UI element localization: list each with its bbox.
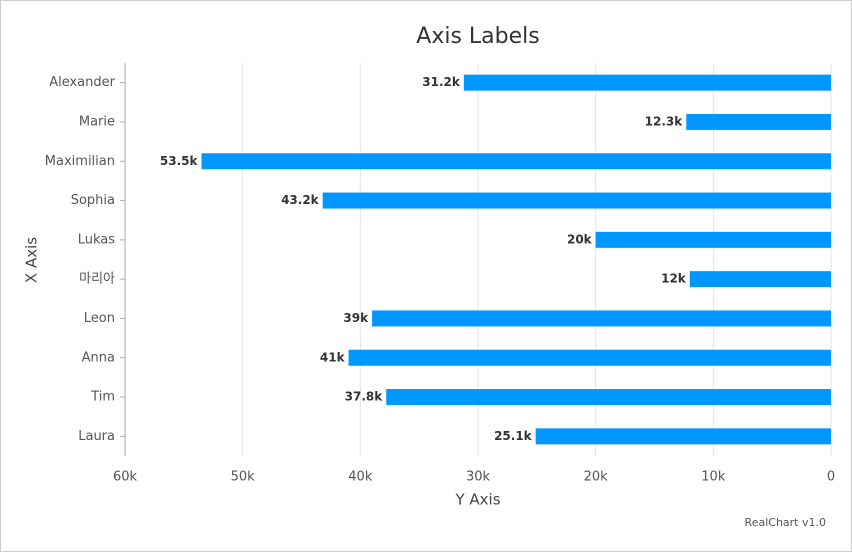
x-tick-label: 20k xyxy=(584,470,609,485)
bar xyxy=(201,153,831,170)
y-axis-title: X Axis xyxy=(23,237,41,283)
y-tick-label: Anna xyxy=(82,350,115,365)
bar xyxy=(322,192,831,209)
bar xyxy=(463,74,831,91)
x-tick-label: 50k xyxy=(231,470,256,485)
bar xyxy=(348,349,831,366)
credits: RealChart v1.0 xyxy=(745,516,826,529)
bar xyxy=(372,310,831,327)
value-label: 12.3k xyxy=(645,114,684,128)
y-tick-label: 마리아 xyxy=(79,272,115,287)
x-tick-label: 30k xyxy=(466,470,491,485)
y-tick-label: Maximilian xyxy=(45,154,115,169)
value-label: 31.2k xyxy=(422,75,461,89)
y-tick-label: Leon xyxy=(84,311,115,326)
value-label: 53.5k xyxy=(160,154,199,168)
value-label: 37.8k xyxy=(345,390,384,404)
bar xyxy=(386,389,831,406)
y-tick-label: Sophia xyxy=(71,193,115,208)
y-tick-label: Alexander xyxy=(49,75,115,90)
bar xyxy=(689,271,831,288)
y-tick-label: Marie xyxy=(79,114,115,129)
y-tick-label: Laura xyxy=(78,429,115,444)
bar xyxy=(686,113,831,130)
x-tick-label: 40k xyxy=(348,470,373,485)
bar xyxy=(535,428,831,445)
value-label: 39k xyxy=(343,311,369,325)
value-label: 41k xyxy=(320,350,346,364)
value-label: 43.2k xyxy=(281,193,320,207)
bar xyxy=(595,231,831,248)
value-label: 25.1k xyxy=(494,429,533,443)
value-label: 20k xyxy=(567,232,593,246)
x-tick-label: 0 xyxy=(827,470,835,485)
x-tick-label: 60k xyxy=(113,470,138,485)
x-axis-title: Y Axis xyxy=(454,491,500,509)
x-tick-label: 10k xyxy=(701,470,726,485)
y-tick-label: Lukas xyxy=(78,232,116,247)
chart-title: Axis Labels xyxy=(416,24,539,49)
y-tick-label: Tim xyxy=(90,390,115,405)
value-label: 12k xyxy=(661,272,687,286)
